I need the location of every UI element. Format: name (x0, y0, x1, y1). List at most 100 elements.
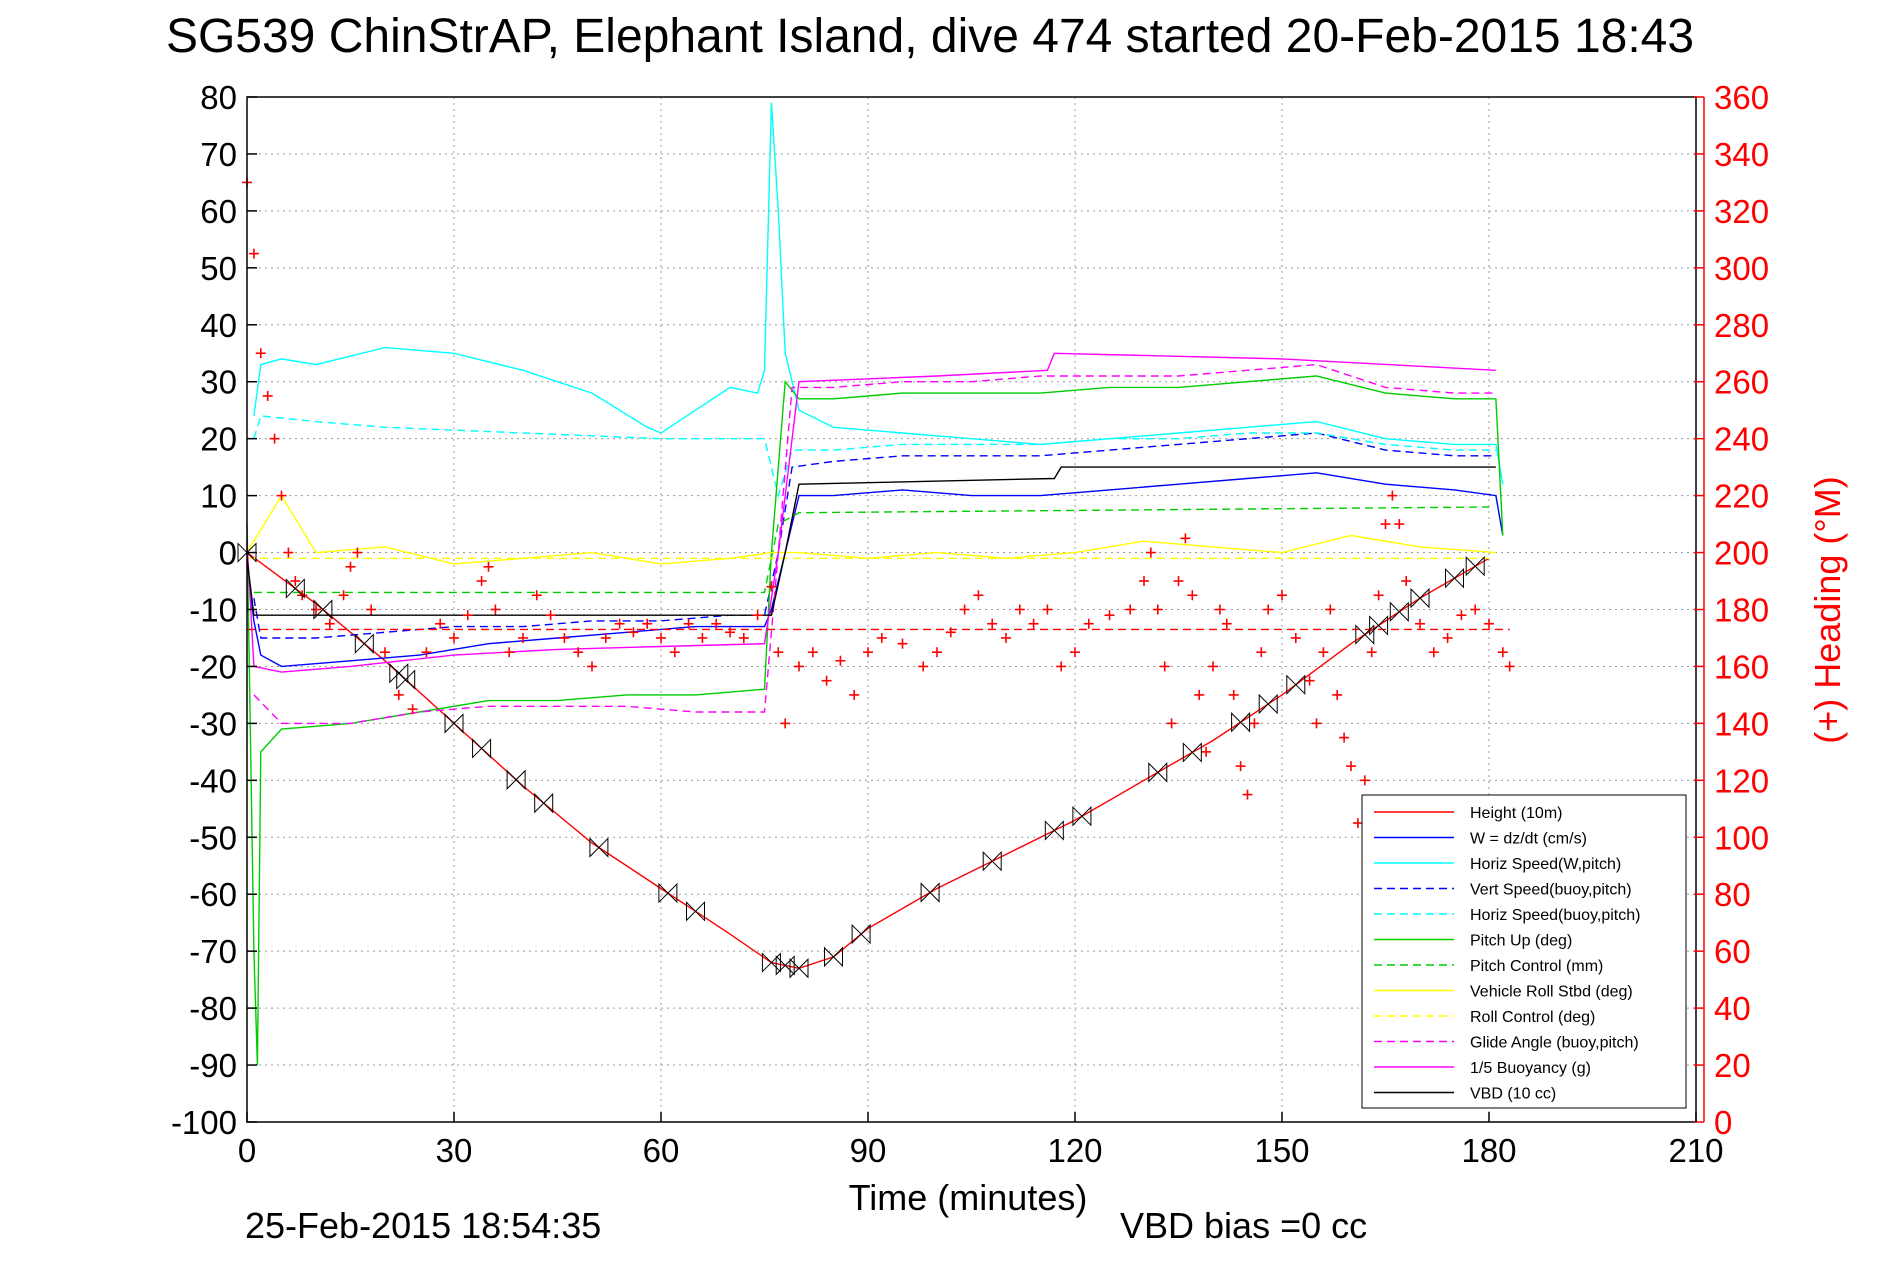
plot-area (237, 96, 1697, 1123)
bowtie-marker (851, 923, 871, 945)
bowtie-marker (589, 837, 609, 858)
heading-marker (1083, 618, 1094, 629)
heading-marker (897, 638, 908, 649)
left-tick-label: -90 (189, 1047, 237, 1084)
heading-marker (1221, 618, 1232, 629)
series-line-5 (246, 375, 1504, 1066)
heading-marker (1401, 576, 1412, 587)
heading-marker (1235, 761, 1246, 772)
legend-label: 1/5 Buoyancy (g) (1470, 1060, 1591, 1077)
bowtie-marker (472, 738, 492, 759)
heading-marker (1242, 789, 1253, 800)
heading-marker (1318, 647, 1329, 658)
chart-title: SG539 ChinStrAP, Elephant Island, dive 4… (166, 10, 1694, 63)
left-tick-label: 40 (200, 307, 237, 344)
heading-marker (766, 581, 777, 592)
bowtie-marker (1231, 712, 1251, 733)
left-tick-label: -100 (171, 1104, 237, 1141)
heading-marker (449, 632, 459, 643)
heading-marker (1263, 604, 1274, 615)
legend-label: W = dz/dt (cm/s) (1470, 831, 1587, 848)
heading-marker (1428, 647, 1439, 658)
left-tick-label: -70 (189, 933, 237, 970)
heading-marker (1070, 647, 1080, 658)
heading-marker (1028, 618, 1039, 629)
bowtie-marker (1072, 806, 1092, 827)
heading-marker (1104, 610, 1115, 621)
left-tick-label: -50 (189, 819, 237, 856)
bowtie-marker (1465, 556, 1485, 577)
x-tick-label: 0 (238, 1132, 256, 1169)
heading-marker (366, 604, 377, 615)
right-tick-label: 320 (1714, 193, 1769, 230)
heading-marker (1359, 775, 1370, 786)
right-tick-label: 140 (1714, 705, 1769, 742)
legend-box (1361, 794, 1687, 1109)
bowtie-marker (658, 882, 678, 904)
heading-marker (1187, 590, 1198, 601)
x-axis-label: Time (minutes) (849, 1177, 1088, 1218)
heading-marker (1208, 661, 1218, 672)
left-tick-label: 10 (200, 478, 237, 515)
bowtie-marker (982, 850, 1002, 872)
heading-marker (1346, 761, 1356, 772)
heading-marker (738, 632, 749, 643)
series-line-3 (253, 432, 1496, 639)
heading-marker (1166, 718, 1177, 729)
x-tick-label: 150 (1254, 1132, 1309, 1169)
right-tick-label: 60 (1714, 933, 1751, 970)
bowtie-marker (285, 578, 305, 599)
bowtie-marker (775, 955, 795, 976)
heading-marker (794, 661, 804, 672)
heading-marker (483, 561, 494, 572)
heading-marker (1373, 590, 1384, 601)
heading-marker (725, 627, 735, 638)
heading-marker (1456, 610, 1467, 621)
heading-series (242, 177, 1515, 829)
legend-label: Vehicle Roll Stbd (deg) (1470, 984, 1633, 1001)
bowtie-marker (444, 713, 464, 734)
bowtie-marker (824, 946, 843, 968)
heading-marker (1504, 661, 1515, 672)
heading-marker (807, 647, 818, 658)
heading-marker (1056, 661, 1067, 672)
heading-marker (1325, 604, 1336, 615)
right-tick-label: 340 (1714, 136, 1769, 173)
right-tick-label: 240 (1714, 421, 1769, 458)
heading-marker (1484, 618, 1494, 629)
heading-marker (1394, 519, 1405, 530)
heading-marker (780, 718, 791, 729)
heading-marker (1125, 604, 1136, 615)
right-tick-label: 100 (1714, 819, 1769, 856)
heading-marker (600, 632, 611, 643)
heading-marker (973, 590, 984, 601)
series-line-10 (246, 352, 1496, 673)
series-line-11 (246, 466, 1496, 616)
heading-marker (393, 689, 404, 700)
left-tick-label: -10 (189, 592, 237, 629)
bowtie-marker (1148, 762, 1168, 783)
heading-marker (1415, 618, 1425, 629)
series-line-2 (253, 102, 1504, 485)
x-tick-label: 60 (643, 1132, 680, 1169)
heading-marker (1214, 604, 1225, 615)
heading-marker (628, 627, 639, 638)
heading-marker (1339, 732, 1350, 743)
bowtie-marker (354, 633, 374, 654)
heading-marker (504, 647, 515, 658)
heading-marker (283, 547, 294, 558)
heading-marker (248, 248, 259, 259)
heading-marker (876, 632, 887, 643)
heading-marker (683, 618, 694, 629)
heading-marker (435, 618, 446, 629)
legend-label: Horiz Speed(W,pitch) (1470, 856, 1621, 873)
footer-timestamp: 25-Feb-2015 18:54:35 (245, 1205, 601, 1246)
heading-marker (1249, 718, 1260, 729)
heading-marker (642, 618, 653, 629)
left-tick-label: -60 (189, 876, 237, 913)
heading-marker (262, 390, 273, 401)
bowtie-marker (313, 599, 333, 620)
heading-marker (338, 590, 349, 601)
right-tick-label: 280 (1714, 307, 1769, 344)
